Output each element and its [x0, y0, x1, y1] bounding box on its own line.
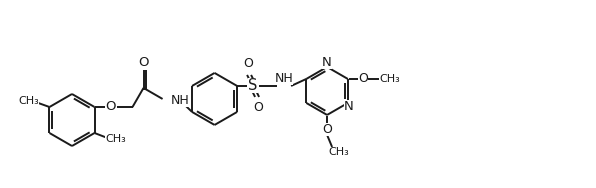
Text: O: O: [138, 56, 149, 69]
Text: N: N: [344, 100, 354, 113]
Text: O: O: [358, 72, 368, 86]
Text: NH: NH: [275, 72, 293, 86]
Text: CH₃: CH₃: [329, 147, 349, 157]
Text: S: S: [249, 78, 258, 93]
Text: O: O: [243, 58, 253, 70]
Text: NH: NH: [170, 94, 190, 108]
Text: O: O: [322, 124, 332, 136]
Text: O: O: [253, 102, 263, 114]
Text: O: O: [105, 101, 116, 114]
Text: N: N: [322, 56, 332, 69]
Text: CH₃: CH₃: [380, 74, 401, 84]
Text: CH₃: CH₃: [105, 134, 126, 144]
Text: CH₃: CH₃: [18, 96, 39, 106]
